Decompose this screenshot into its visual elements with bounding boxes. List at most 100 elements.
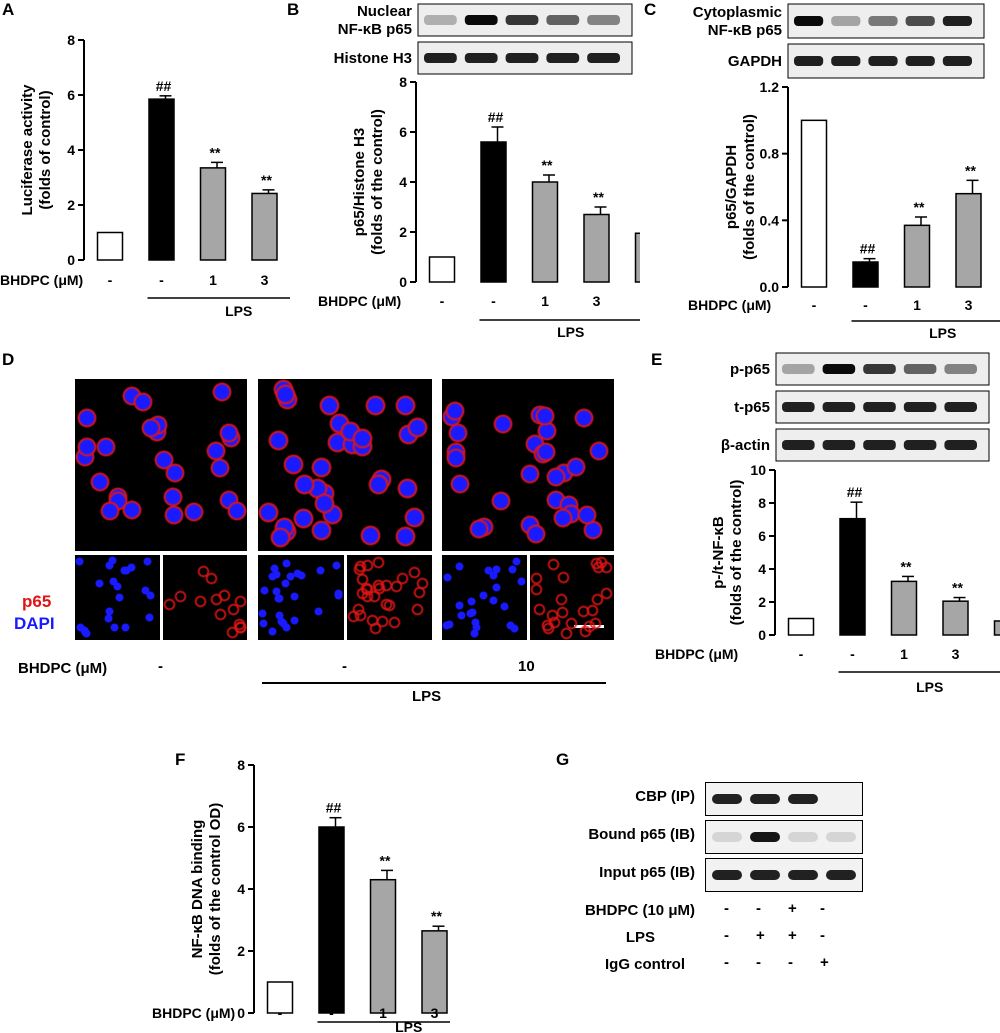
cell xyxy=(457,611,467,621)
cell xyxy=(314,493,336,515)
g-band xyxy=(750,832,780,842)
chart-c-blot-band-1-2 xyxy=(868,56,898,66)
cell xyxy=(582,619,596,633)
g-band xyxy=(750,870,780,880)
dapi-image-lps-bhdpc xyxy=(442,555,527,640)
cell xyxy=(258,502,280,523)
chart-e-cat-label-1: - xyxy=(850,646,855,662)
g-sign: - xyxy=(820,927,825,944)
g-band xyxy=(712,832,742,842)
cell xyxy=(193,595,207,609)
g-cond-bhdpc: BHDPC (10 μM) xyxy=(584,902,695,919)
cell xyxy=(319,394,341,416)
cell xyxy=(360,524,382,546)
chart-e-bar-1 xyxy=(839,517,866,636)
cell xyxy=(209,458,230,479)
chart-b-blot-label-1-0: Histone H3 xyxy=(334,50,412,67)
cell xyxy=(165,463,186,484)
chart-c-blot-band-0-1 xyxy=(831,16,861,26)
cell xyxy=(484,565,494,575)
cell xyxy=(75,623,85,633)
cell xyxy=(379,598,393,612)
cell xyxy=(213,607,227,621)
cell xyxy=(283,453,305,475)
g-band xyxy=(826,870,856,880)
chart-b-blot-band-1-3 xyxy=(546,53,580,63)
chart-f-ytick-label-2: 4 xyxy=(237,881,245,897)
chart-b-blot-label-0-0: Nuclear xyxy=(357,3,412,20)
cell xyxy=(103,613,113,623)
g-sign: + xyxy=(788,900,797,917)
chart-e-blot-band-2-2 xyxy=(863,440,896,450)
cell xyxy=(282,558,292,568)
chart-a-ytick-label-2: 4 xyxy=(67,142,75,158)
cell xyxy=(258,608,268,618)
chart-e-blot-label-1-0: t-p65 xyxy=(734,399,770,416)
chart-e-ytick-label-2: 4 xyxy=(758,561,766,577)
cell xyxy=(333,590,343,600)
chart-b-blot-band-0-0 xyxy=(424,15,457,25)
cell xyxy=(278,618,288,628)
chart-a-bar-3 xyxy=(251,192,278,261)
chart-c-bar-1 xyxy=(852,261,879,288)
cell xyxy=(163,598,177,612)
p65-image-lps xyxy=(347,555,432,640)
chart-c-blot-band-1-3 xyxy=(905,56,935,66)
cell xyxy=(533,602,547,616)
chart-b-blot-band-0-2 xyxy=(505,15,539,25)
chart-c-ytick-label-3: 1.2 xyxy=(760,79,780,95)
chart-c-bar-0 xyxy=(800,119,828,288)
cell xyxy=(146,590,156,600)
g-band xyxy=(788,870,818,880)
cell xyxy=(445,620,455,630)
cell xyxy=(471,622,481,632)
cell xyxy=(133,391,154,412)
chart-b-ytick-label-0: 0 xyxy=(399,274,407,290)
cell xyxy=(226,500,247,521)
cell xyxy=(104,607,114,616)
chart-e-ytick-label-0: 0 xyxy=(758,627,766,643)
panel-label-b: B xyxy=(287,0,300,19)
cell xyxy=(366,613,380,627)
cell xyxy=(109,576,119,586)
dapi-image-control xyxy=(75,555,160,640)
cell xyxy=(356,586,370,600)
cell xyxy=(267,429,289,451)
chart-b-sig-2: ** xyxy=(542,157,553,173)
chart-c-sig-2: ** xyxy=(914,199,925,215)
cell xyxy=(510,623,520,633)
cell xyxy=(365,395,387,417)
cell xyxy=(547,616,561,630)
cell xyxy=(536,421,557,442)
chart-a-ytick-label-3: 6 xyxy=(67,87,75,103)
g-sign: - xyxy=(756,954,761,971)
chart-e-blot-band-2-0 xyxy=(782,440,815,450)
chart-f-sig-1: ## xyxy=(326,800,342,816)
cell xyxy=(205,441,226,462)
p65-image-control xyxy=(163,555,247,640)
chart-a-ylabel-1: (folds of control) xyxy=(37,90,54,209)
cell xyxy=(546,558,560,572)
chart-a-sig-3: ** xyxy=(261,172,272,188)
cell xyxy=(104,560,114,570)
chart-f-cat-label-2: 1 xyxy=(379,1005,387,1021)
cell xyxy=(466,597,476,607)
cell xyxy=(499,602,509,612)
cell xyxy=(140,417,161,438)
g-sign: - xyxy=(756,900,761,917)
chart-a-ytick-label-4: 8 xyxy=(67,32,75,48)
cell xyxy=(404,506,426,528)
chart-e-blot-band-2-1 xyxy=(822,440,856,450)
cell xyxy=(450,473,471,494)
chart-a-sig-1: ## xyxy=(156,78,172,94)
chart-e-ytick-label-1: 2 xyxy=(758,594,766,610)
cell xyxy=(164,504,185,525)
cell xyxy=(77,437,98,458)
cell xyxy=(270,564,280,574)
cell xyxy=(530,583,544,597)
cell xyxy=(372,579,386,593)
chart-b-cat-label-0: - xyxy=(440,293,445,309)
chart-c-blot-band-0-3 xyxy=(905,16,935,26)
chart-f-ytick-label-3: 6 xyxy=(237,819,245,835)
